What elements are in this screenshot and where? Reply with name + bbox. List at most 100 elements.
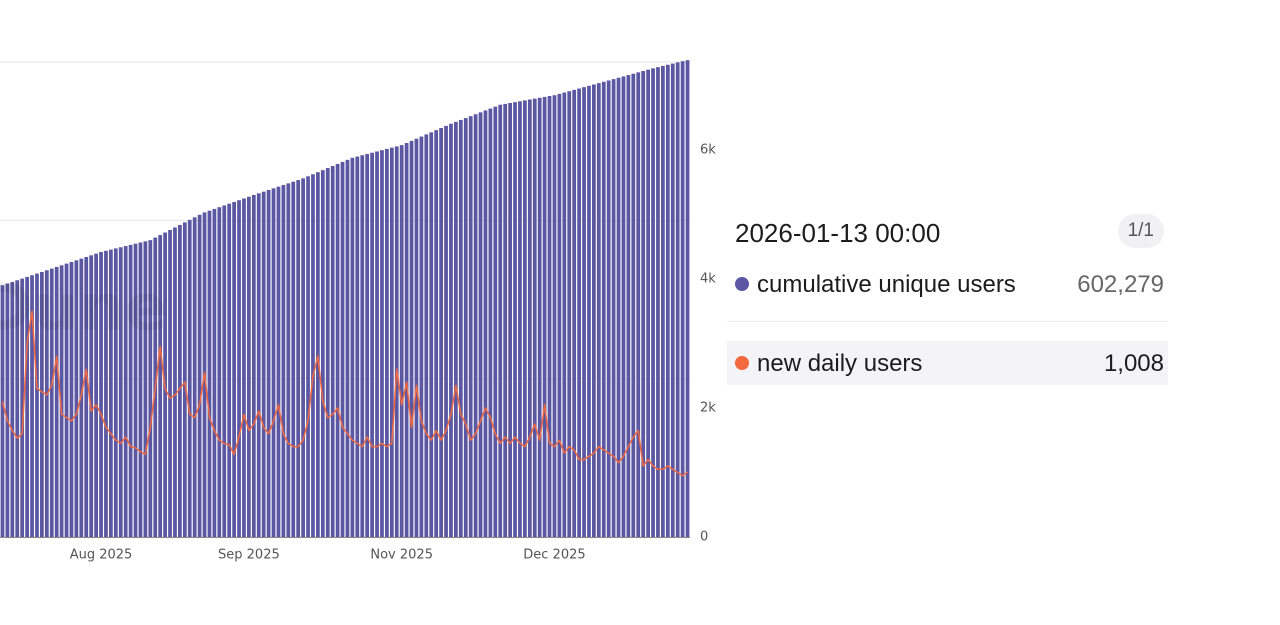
bar xyxy=(414,138,419,537)
bar xyxy=(182,222,187,537)
series-name: cumulative unique users xyxy=(757,271,1016,298)
bar xyxy=(271,188,276,537)
bar xyxy=(675,62,680,537)
bar xyxy=(611,79,616,537)
bar xyxy=(567,91,572,538)
bar xyxy=(409,140,414,537)
bar xyxy=(301,178,305,537)
bar xyxy=(286,183,291,538)
bar xyxy=(375,151,379,538)
bar xyxy=(572,89,577,537)
bar xyxy=(187,219,192,537)
bar xyxy=(192,217,197,537)
bar xyxy=(133,243,138,537)
bar xyxy=(621,76,626,538)
bar xyxy=(104,250,108,537)
bar xyxy=(592,84,596,537)
bar xyxy=(404,142,409,538)
bar xyxy=(680,61,685,537)
bar xyxy=(587,85,591,538)
bar xyxy=(325,168,330,538)
series-dot xyxy=(735,356,749,370)
bar xyxy=(232,201,236,537)
series-dot xyxy=(735,277,749,291)
bar xyxy=(350,157,355,537)
bar xyxy=(118,247,123,537)
bar xyxy=(527,99,532,538)
bar xyxy=(44,270,49,537)
bar xyxy=(178,224,182,538)
bar xyxy=(641,71,646,538)
bar xyxy=(237,200,241,537)
bar xyxy=(532,98,537,537)
bar xyxy=(503,103,508,538)
bar xyxy=(35,273,39,537)
y2-tick-label: 2k xyxy=(700,400,716,415)
bar xyxy=(306,176,310,538)
bar xyxy=(473,114,478,537)
tooltip-counter: 1/1 xyxy=(1117,214,1164,248)
chart: Dune xyxy=(0,60,690,538)
tooltip-row: new daily users 1,008 xyxy=(727,341,1168,385)
bar xyxy=(365,153,370,537)
bar xyxy=(281,185,286,537)
bar xyxy=(197,214,202,537)
bar xyxy=(113,248,118,537)
bar xyxy=(636,72,641,537)
bar xyxy=(217,207,222,538)
bar xyxy=(596,83,601,537)
bar xyxy=(291,181,296,537)
bar xyxy=(399,145,404,537)
bar xyxy=(552,95,557,537)
bar xyxy=(25,276,29,537)
bar xyxy=(483,110,488,537)
bar xyxy=(316,172,320,537)
bar xyxy=(261,191,266,538)
bar xyxy=(128,244,133,537)
bar xyxy=(493,106,498,538)
bar xyxy=(670,63,675,537)
bar xyxy=(631,73,636,537)
bar xyxy=(419,136,424,537)
bar xyxy=(74,260,79,537)
bar xyxy=(222,205,227,537)
bar xyxy=(345,159,350,537)
bar xyxy=(64,263,69,537)
bar xyxy=(547,96,552,538)
bar xyxy=(340,161,345,538)
bar xyxy=(138,242,143,537)
bar xyxy=(99,252,103,537)
y2-tick-label: 6k xyxy=(700,142,716,157)
y2-tick-label: 4k xyxy=(700,271,716,286)
bar xyxy=(311,174,315,537)
bar xyxy=(5,283,10,537)
bar xyxy=(661,65,665,537)
bar xyxy=(84,256,89,537)
x-tick-label: Dec 2025 xyxy=(523,548,585,563)
bar xyxy=(251,195,256,537)
bar xyxy=(207,210,212,538)
bar xyxy=(89,255,94,537)
bar xyxy=(109,249,113,537)
series-value: 1,008 xyxy=(1103,350,1164,377)
bar xyxy=(158,235,163,537)
bar xyxy=(498,104,503,537)
bar xyxy=(444,125,448,537)
bar xyxy=(656,67,660,537)
bar xyxy=(370,152,374,537)
line-series xyxy=(1,310,688,477)
series-value: 602,279 xyxy=(1077,271,1164,298)
bar xyxy=(646,69,650,537)
bar xyxy=(478,112,483,537)
bar xyxy=(320,170,325,537)
bar xyxy=(212,208,217,537)
watermark: Dune xyxy=(0,272,168,346)
bar xyxy=(429,132,434,538)
bar xyxy=(355,156,360,537)
tooltip-title: 2026-01-13 00:00 xyxy=(735,218,941,248)
bar xyxy=(389,147,394,538)
bar xyxy=(10,281,15,537)
bar xyxy=(606,80,611,537)
bar xyxy=(626,75,631,537)
series-name: new daily users xyxy=(757,350,923,377)
